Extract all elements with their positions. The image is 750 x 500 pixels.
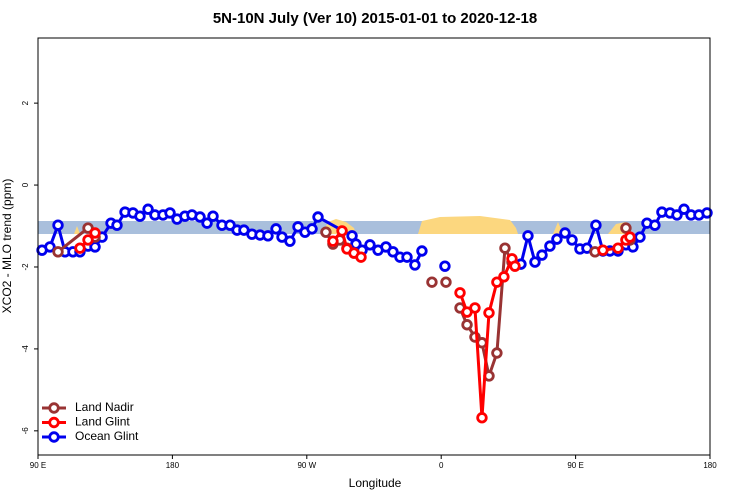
data-point — [82, 234, 94, 246]
x-tick-label: 90 E — [567, 461, 583, 470]
data-point — [498, 271, 510, 283]
data-point — [194, 211, 206, 223]
legend-marker — [48, 416, 60, 429]
data-point — [52, 246, 64, 258]
data-point — [364, 239, 376, 251]
data-point — [491, 276, 503, 288]
legend-label: Land Nadir — [75, 400, 134, 414]
data-point — [671, 209, 683, 221]
data-point — [612, 242, 624, 254]
x-tick-label: 180 — [166, 461, 180, 470]
y-tick-label: -6 — [21, 427, 30, 435]
data-point — [620, 222, 632, 234]
data-point — [509, 260, 521, 272]
data-point — [701, 207, 713, 219]
legend-marker — [48, 431, 60, 443]
ocean-band — [38, 221, 710, 234]
data-point — [387, 246, 399, 258]
data-point — [544, 240, 556, 252]
data-point — [678, 203, 690, 215]
land-area — [418, 216, 518, 234]
data-point — [355, 251, 367, 263]
data-point — [566, 234, 578, 246]
data-point — [439, 260, 451, 272]
y-tick-label: 2 — [21, 100, 30, 105]
data-point — [454, 287, 466, 299]
data-point — [312, 211, 324, 223]
data-point — [649, 219, 661, 231]
data-point — [416, 245, 428, 257]
data-point — [491, 347, 503, 359]
data-point — [476, 412, 488, 424]
x-tick-label: 0 — [439, 461, 444, 470]
data-point — [426, 276, 438, 288]
data-point — [142, 203, 154, 215]
data-point — [320, 226, 332, 238]
data-point — [270, 223, 282, 235]
data-point — [89, 227, 101, 239]
x-tick-label: 180 — [703, 461, 717, 470]
data-point — [483, 307, 495, 319]
data-point — [111, 219, 123, 231]
x-tick-label: 90 E — [30, 461, 46, 470]
data-point — [529, 256, 541, 268]
y-axis-label: XCO2 - MLO trend (ppm) — [0, 179, 14, 314]
data-point — [201, 217, 213, 229]
legend-label: Ocean Glint — [75, 429, 139, 443]
data-point — [624, 231, 636, 243]
legend-marker — [48, 402, 60, 414]
data-point — [634, 231, 646, 243]
data-point — [262, 230, 274, 242]
data-point — [536, 249, 548, 261]
data-point — [590, 219, 602, 231]
data-point — [461, 319, 473, 331]
data-point — [476, 337, 488, 349]
plot-frame — [37, 37, 711, 456]
data-point — [551, 233, 563, 245]
data-point — [207, 210, 219, 222]
data-point — [134, 210, 146, 222]
y-tick-label: 0 — [21, 182, 30, 187]
data-point — [44, 241, 56, 253]
chart-title: 5N-10N July (Ver 10) 2015-01-01 to 2020-… — [213, 10, 537, 27]
y-tick-label: -4 — [21, 345, 30, 353]
data-point — [499, 242, 511, 254]
data-point — [284, 235, 296, 247]
data-point — [597, 244, 609, 256]
data-point — [559, 227, 571, 239]
data-point — [409, 259, 421, 271]
data-point — [440, 276, 452, 288]
land-area — [74, 226, 80, 234]
data-point — [336, 225, 348, 237]
data-point — [327, 235, 339, 247]
x-tick-label: 90 W — [297, 461, 316, 470]
data-point — [522, 230, 534, 242]
legend-label: Land Glint — [75, 415, 130, 429]
data-point — [164, 207, 176, 219]
data-point — [401, 251, 413, 263]
y-tick-label: -2 — [21, 263, 30, 271]
data-point — [292, 221, 304, 233]
plot-area — [36, 203, 713, 424]
data-point — [306, 223, 318, 235]
data-point — [52, 219, 64, 231]
data-point — [74, 242, 86, 254]
x-axis-label: Longitude — [349, 476, 402, 490]
data-point — [469, 302, 481, 314]
